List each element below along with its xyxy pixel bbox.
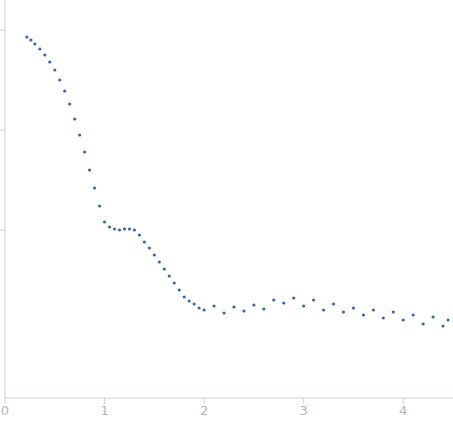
svg-text:3: 3 <box>300 403 308 418</box>
svg-text:1: 1 <box>100 403 108 418</box>
svg-text:0: 0 <box>8 403 9 418</box>
svg-text:4: 4 <box>399 403 407 418</box>
svg-text:2: 2 <box>200 403 208 418</box>
